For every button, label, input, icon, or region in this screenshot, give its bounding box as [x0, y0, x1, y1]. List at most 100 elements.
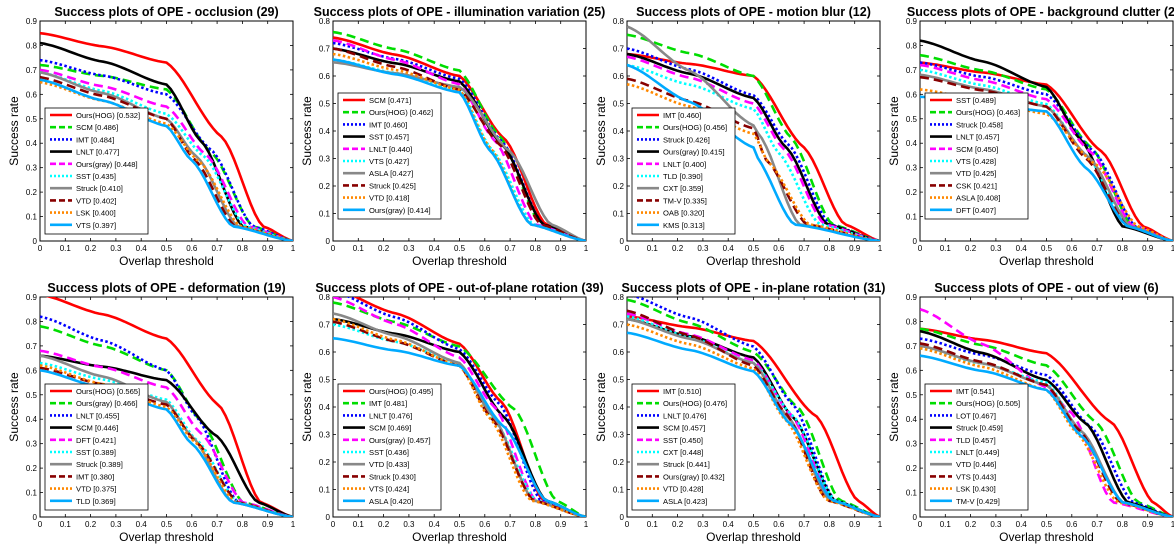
y-tick-label: 0.5 [613, 100, 625, 109]
y-tick-label: 0.3 [613, 155, 625, 164]
legend-entry: Ours(HOG) [0.462] [369, 108, 433, 117]
y-tick-label: 0.7 [906, 342, 918, 351]
y-tick-label: 0.6 [906, 90, 918, 99]
series-line-5 [40, 349, 293, 517]
y-tick-label: 0.6 [319, 348, 331, 357]
series-line-1 [45, 297, 293, 517]
y-axis-label: Success rate [7, 372, 21, 442]
x-tick-label: 1 [878, 244, 883, 253]
x-axis-label: Overlap threshold [412, 530, 507, 544]
x-tick-label: 0.1 [647, 244, 659, 253]
legend-entry: LSK [0.430] [956, 485, 996, 494]
x-tick-label: 0.2 [672, 244, 684, 253]
legend-entry: Ours(HOG) [0.463] [956, 108, 1020, 117]
x-axis-label: Overlap threshold [706, 530, 801, 544]
legend-entry: VTS [0.428] [956, 157, 996, 166]
legend-entry: Ours(gray) [0.457] [369, 436, 431, 445]
x-tick-label: 0.6 [773, 244, 785, 253]
y-tick-label: 0.3 [26, 164, 38, 173]
series-line-8 [627, 309, 880, 517]
legend-entry: ASLA [0.423] [663, 497, 707, 506]
x-tick-label: 0 [38, 520, 43, 529]
x-tick-label: 0.8 [824, 520, 836, 529]
series-line-6 [627, 63, 880, 241]
legend-entry: Ours(gray) [0.415] [663, 148, 725, 157]
x-tick-label: 0.4 [723, 520, 735, 529]
y-tick-label: 0.4 [319, 403, 331, 412]
x-tick-label: 0 [918, 520, 923, 529]
chart-title: Success plots of OPE - occlusion (29) [54, 5, 278, 19]
y-axis-label: Success rate [300, 372, 314, 442]
y-tick-label: 0.9 [906, 293, 918, 302]
x-tick-label: 0.7 [212, 520, 224, 529]
y-tick-label: 0.4 [26, 139, 38, 148]
chart-title: Success plots of OPE - background clutte… [907, 5, 1174, 19]
x-tick-label: 1 [1171, 520, 1174, 529]
legend-entry: Ours(HOG) [0.456] [663, 123, 727, 132]
x-axis-label: Overlap threshold [119, 254, 214, 268]
legend-entry: LNLT [0.476] [369, 411, 412, 420]
series-line-3 [40, 58, 293, 241]
x-tick-label: 0.3 [110, 244, 122, 253]
y-tick-label: 0.1 [906, 213, 918, 222]
y-tick-label: 0.5 [26, 115, 38, 124]
legend-entry: IMT [0.484] [76, 135, 114, 144]
y-tick-label: 0.5 [319, 376, 331, 385]
x-tick-label: 0.6 [1066, 520, 1078, 529]
legend-entry: LNLT [0.457] [956, 133, 999, 142]
legend-entry: CSK [0.421] [956, 181, 997, 190]
x-tick-label: 1 [878, 520, 883, 529]
y-tick-label: 0.8 [906, 317, 918, 326]
legend-entry: VTD [0.418] [369, 194, 410, 203]
x-tick-label: 0.3 [697, 520, 709, 529]
legend-entry: Struck [0.459] [956, 424, 1003, 433]
legend-entry: VTS [0.424] [369, 485, 409, 494]
x-tick-label: 0.1 [940, 520, 952, 529]
legend-entry: CXT [0.448] [663, 448, 703, 457]
legend: Ours(HOG) [0.495] IMT [0.481] LNLT [0.476]… [337, 383, 442, 511]
legend-entry: VTD [0.375] [76, 485, 117, 494]
y-tick-label: 0.5 [613, 376, 625, 385]
series-line-5 [40, 68, 293, 241]
legend-entry: LNLT [0.400] [663, 160, 706, 169]
chart-panel-6: Success plots of OPE - out-of-plane rota… [300, 281, 604, 544]
series-line-8 [627, 77, 880, 241]
y-tick-label: 0.1 [613, 486, 625, 495]
y-tick-label: 0.1 [26, 213, 38, 222]
x-tick-label: 0.5 [1041, 244, 1053, 253]
legend: Ours(HOG) [0.532] SCM [0.486] IMT [0.484] L… [44, 107, 149, 235]
x-tick-label: 0.9 [555, 244, 567, 253]
legend-entry: Ours(gray) [0.432] [663, 472, 725, 481]
chart-title: Success plots of OPE - motion blur (12) [636, 5, 871, 19]
series-line-1 [40, 31, 293, 241]
x-tick-label: 0.5 [454, 520, 466, 529]
y-tick-label: 0.4 [906, 415, 918, 424]
y-axis-label: Success rate [300, 96, 314, 166]
x-tick-label: 0.6 [773, 520, 785, 529]
x-tick-label: 0.5 [454, 244, 466, 253]
y-tick-label: 0.6 [319, 72, 331, 81]
series-line-10 [627, 331, 880, 517]
series-line-10 [40, 369, 293, 517]
y-axis-label: Success rate [594, 96, 608, 166]
y-tick-label: 0.8 [26, 317, 38, 326]
y-tick-label: 0.1 [26, 489, 38, 498]
x-tick-label: 0.5 [161, 520, 173, 529]
legend-entry: SCM [0.446] [76, 424, 118, 433]
series-line-1 [333, 36, 586, 241]
x-tick-label: 0.9 [262, 520, 274, 529]
x-tick-label: 0.5 [748, 520, 760, 529]
y-tick-label: 0 [620, 237, 625, 246]
series-line-2 [920, 327, 1173, 517]
y-tick-label: 0.6 [26, 366, 38, 375]
legend-entry: SCM [0.471] [369, 96, 411, 105]
x-tick-label: 0.9 [262, 244, 274, 253]
legend: SST [0.489] Ours(HOG) [0.463] Struck [0.45… [924, 92, 1029, 220]
series-line-9 [627, 83, 880, 241]
x-tick-label: 0.3 [697, 244, 709, 253]
y-tick-label: 0.2 [26, 464, 38, 473]
y-tick-label: 0.7 [26, 66, 38, 75]
x-tick-label: 0.8 [1117, 520, 1129, 529]
legend-entry: SCM [0.450] [956, 145, 998, 154]
legend-entry: Struck [0.425] [369, 181, 416, 190]
